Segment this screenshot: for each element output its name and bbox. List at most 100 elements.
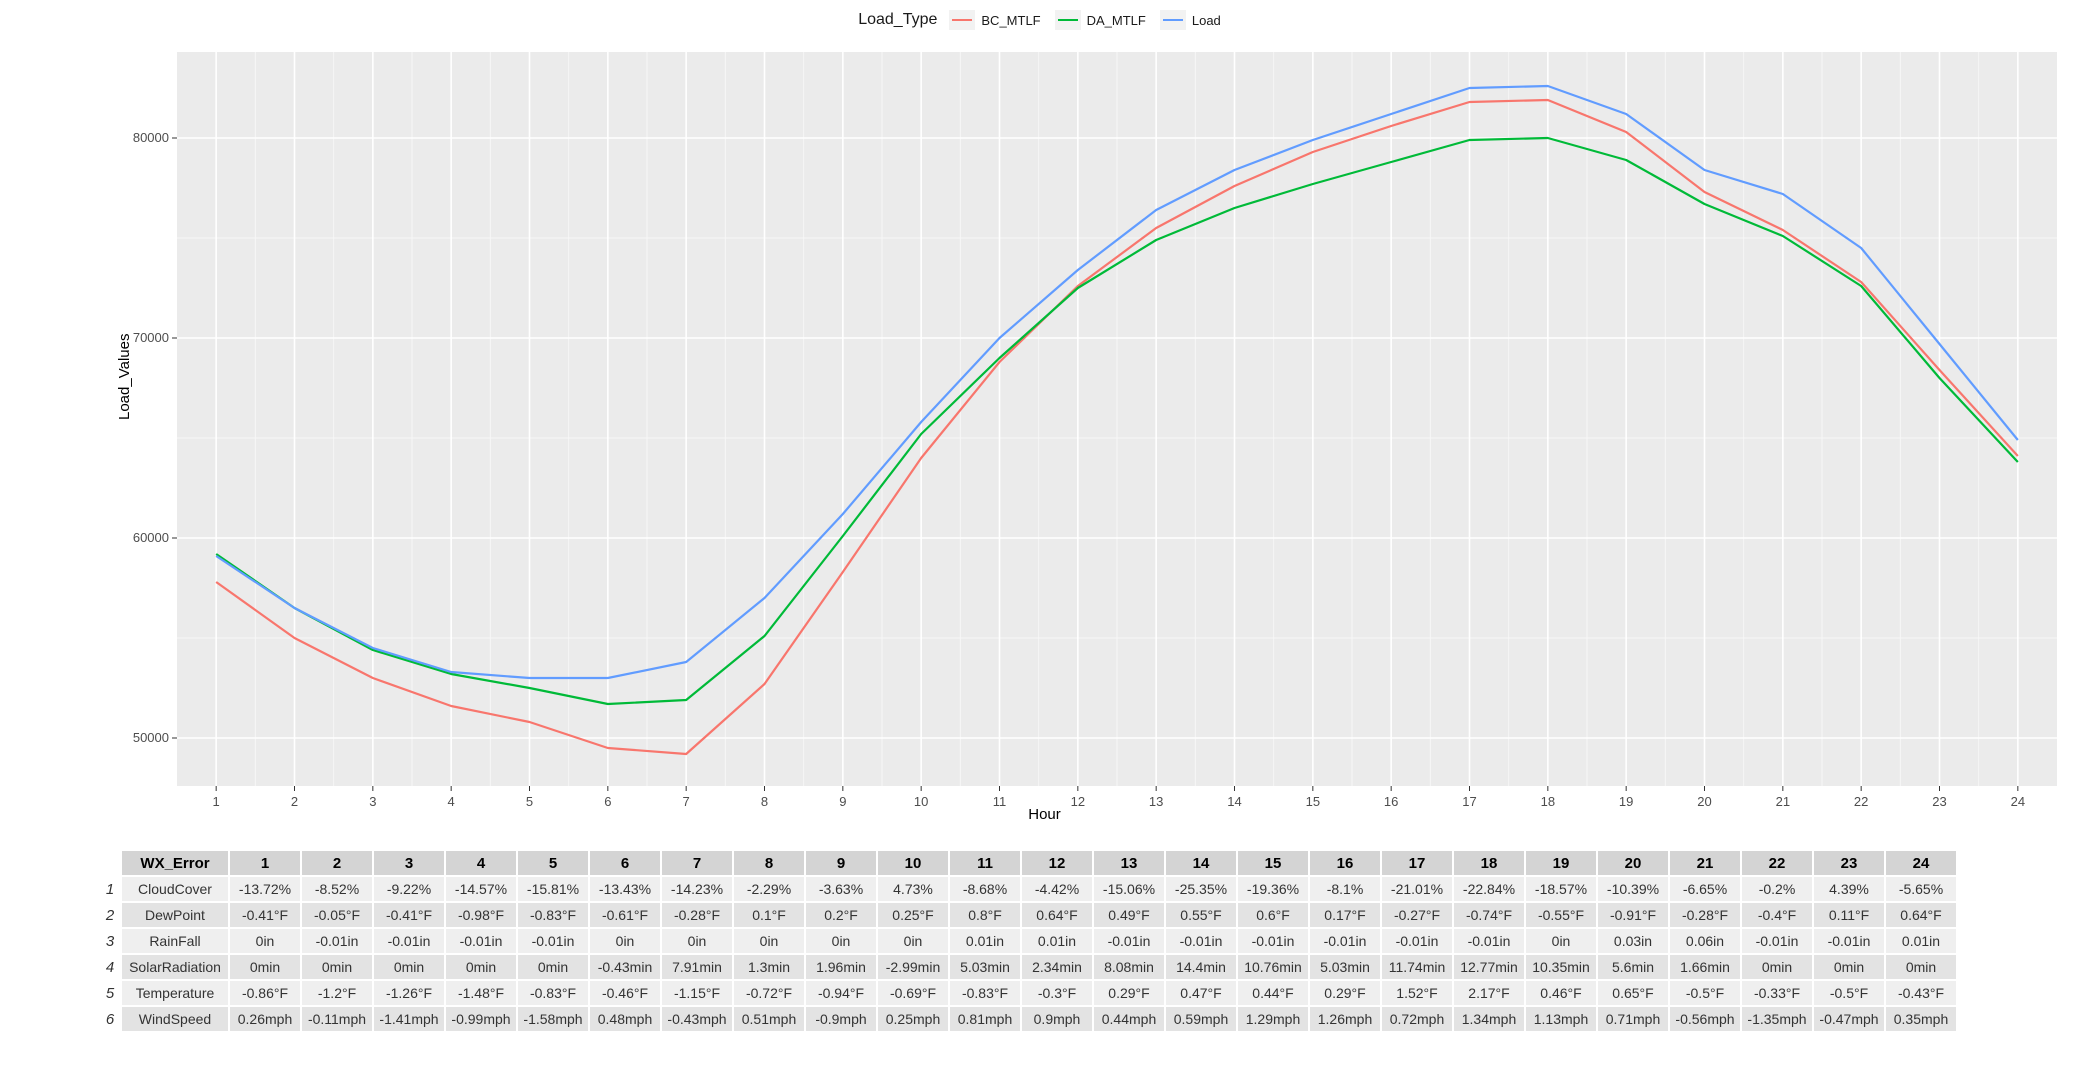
x-tick-label: 10 [914, 794, 928, 809]
table-cell: -0.4°F [1742, 903, 1812, 927]
x-tick-label: 20 [1697, 794, 1711, 809]
legend-item-bc-mtlf: BC_MTLF [949, 10, 1041, 30]
x-tick-label: 14 [1227, 794, 1241, 809]
x-tick-label: 7 [683, 794, 690, 809]
table-cell: -8.52% [302, 877, 372, 901]
table-cell: 0.29°F [1094, 981, 1164, 1005]
column-header-hour-24: 24 [1886, 851, 1956, 875]
x-tick-label: 13 [1149, 794, 1163, 809]
x-tick-label: 4 [448, 794, 455, 809]
x-tick-label: 1 [213, 794, 220, 809]
table-cell: -0.55°F [1526, 903, 1596, 927]
x-tick-label: 19 [1619, 794, 1633, 809]
table-cell: -0.69°F [878, 981, 948, 1005]
table-cell: -14.57% [446, 877, 516, 901]
table-cell: 0.81mph [950, 1007, 1020, 1031]
legend-label-bc-mtlf: BC_MTLF [981, 12, 1041, 28]
column-header-hour-10: 10 [878, 851, 948, 875]
column-header-hour-11: 11 [950, 851, 1020, 875]
table-cell: -8.1% [1310, 877, 1380, 901]
table-cell: -0.01in [1238, 929, 1308, 953]
row-index: 6 [105, 1010, 115, 1028]
table-cell: -0.01in [1166, 929, 1236, 953]
row-label: DewPoint [122, 903, 228, 927]
table-cell: -8.68% [950, 877, 1020, 901]
table-cell: -0.01in [518, 929, 588, 953]
x-tick-label: 21 [1776, 794, 1790, 809]
legend-key-da-mtlf [1054, 10, 1081, 30]
table-cell: 0min [1742, 955, 1812, 979]
table-cell: 1.52°F [1382, 981, 1452, 1005]
column-header-hour-15: 15 [1238, 851, 1308, 875]
table-cell: -0.9mph [806, 1007, 876, 1031]
column-header-hour-19: 19 [1526, 851, 1596, 875]
table-cell: 1.29mph [1238, 1007, 1308, 1031]
table-header-row: WX_Error 1 2 3 4 5 6 7 8 9 10 11 12 13 14 15 16 17 18 19 20… [100, 851, 1956, 875]
table-cell: 0.25°F [878, 903, 948, 927]
table-body: 1 CloudCover -13.72% -8.52% -9.22% -14.57% -15… [100, 877, 1956, 1031]
row-label: RainFall [122, 929, 228, 953]
table-cell: 0.64°F [1886, 903, 1956, 927]
table-cell: -1.26°F [374, 981, 444, 1005]
table-cell: 1.66min [1670, 955, 1740, 979]
table-cell: 1.13mph [1526, 1007, 1596, 1031]
legend-line-load [1162, 19, 1183, 21]
legend-line-da-mtlf [1057, 19, 1078, 21]
x-tick-label: 9 [839, 794, 846, 809]
table-cell: -5.65% [1886, 877, 1956, 901]
table-cell: 0.44°F [1238, 981, 1308, 1005]
table-cell: 0.26mph [230, 1007, 300, 1031]
table-cell: -0.3°F [1022, 981, 1092, 1005]
table-cell: -4.42% [1022, 877, 1092, 901]
table-cell: -2.99min [878, 955, 948, 979]
table-cell: -3.63% [806, 877, 876, 901]
row-label: WindSpeed [122, 1007, 228, 1031]
table-cell: 2.17°F [1454, 981, 1524, 1005]
table-cell: -0.47mph [1814, 1007, 1884, 1031]
series-line-bc-mtlf [215, 98, 2019, 756]
column-header-hour-9: 9 [806, 851, 876, 875]
table-cell: 0.17°F [1310, 903, 1380, 927]
table-cell: -15.81% [518, 877, 588, 901]
legend-item-load: Load [1159, 10, 1221, 30]
table-cell: -6.65% [1670, 877, 1740, 901]
legend-label-load: Load [1191, 12, 1221, 28]
table-cell: -0.11mph [302, 1007, 372, 1031]
column-header-hour-17: 17 [1382, 851, 1452, 875]
table-cell: 0.1°F [734, 903, 804, 927]
table-cell: 0.03in [1598, 929, 1668, 953]
x-tick-label: 23 [1932, 794, 1946, 809]
table-cell: 0in [662, 929, 732, 953]
table-cell: 2.34min [1022, 955, 1092, 979]
table-cell: 0min [446, 955, 516, 979]
table-cell: -2.29% [734, 877, 804, 901]
row-index-header [100, 851, 120, 875]
table-cell: 1.96min [806, 955, 876, 979]
table-cell: 0.8°F [950, 903, 1020, 927]
column-header-hour-22: 22 [1742, 851, 1812, 875]
x-tick-label: 22 [1854, 794, 1868, 809]
table-cell: -0.74°F [1454, 903, 1524, 927]
x-tick-label: 12 [1071, 794, 1085, 809]
x-tick-label: 15 [1306, 794, 1320, 809]
table-corner-header: WX_Error [122, 851, 228, 875]
table-cell: 0min [302, 955, 372, 979]
table-cell: -19.36% [1238, 877, 1308, 901]
table-cell: -14.23% [662, 877, 732, 901]
table-cell: 0in [230, 929, 300, 953]
table-cell: -0.94°F [806, 981, 876, 1005]
column-header-hour-8: 8 [734, 851, 804, 875]
table-cell: 0min [1814, 955, 1884, 979]
column-header-hour-4: 4 [446, 851, 516, 875]
table-cell: 5.03min [950, 955, 1020, 979]
table-row: 3 RainFall 0in -0.01in -0.01in -0.01in -0.01in… [100, 929, 1956, 953]
table-cell: -22.84% [1454, 877, 1524, 901]
table-cell: -1.15°F [662, 981, 732, 1005]
table-cell: 4.73% [878, 877, 948, 901]
row-label: Temperature [122, 981, 228, 1005]
line-chart: 1 2 3 4 5 6 7 8 9 10 11 12 13 14 15 16 17 18 19 20 21 22 23 245… [133, 52, 2057, 809]
column-header-hour-5: 5 [518, 851, 588, 875]
table-cell: -0.33°F [1742, 981, 1812, 1005]
table-cell: -0.99mph [446, 1007, 516, 1031]
y-tick-label: 80000 [133, 130, 169, 145]
